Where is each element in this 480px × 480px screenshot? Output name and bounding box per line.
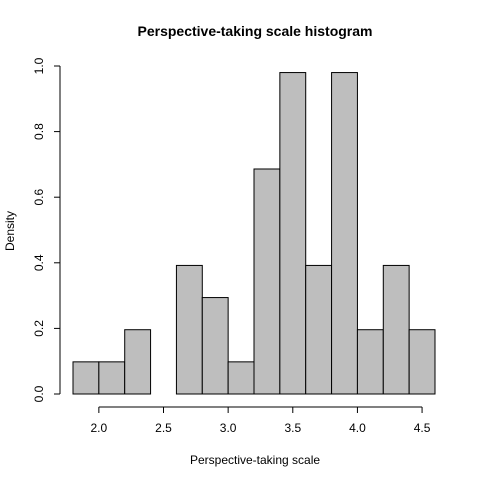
y-tick-label: 1.0 [32,57,46,74]
y-axis-label: Density [3,211,17,251]
y-axis: 0.0 0.2 0.4 0.6 0.8 1.0 [32,57,61,402]
histogram-bar-11 [356,329,384,395]
histogram-bar-0 [72,361,100,395]
x-tick-label: 4.0 [349,421,366,435]
histogram-bar-4 [175,264,203,395]
histogram-bar-1 [98,361,126,395]
x-tick-label: 3.0 [220,421,237,435]
x-axis: 2.0 2.5 3.0 3.5 4.0 4.5 [91,406,431,435]
y-tick-label: 0.4 [32,254,46,271]
histogram-bar-9 [305,264,333,395]
chart-title: Perspective-taking scale histogram [138,23,373,39]
y-tick-label: 0.8 [32,123,46,140]
histogram-bar-2 [124,329,152,395]
x-tick-label: 2.5 [155,421,172,435]
y-tick-label: 0.2 [32,320,46,337]
histogram-bar-10 [331,72,358,395]
x-tick-label: 3.5 [284,421,301,435]
x-tick-label: 2.0 [91,421,108,435]
histogram-bar-8 [279,72,307,395]
y-tick-label: 0.0 [32,385,46,402]
histogram-bar-6 [227,361,255,395]
histogram-bar-7 [253,168,281,395]
x-tick-label: 4.5 [414,421,431,435]
histogram-bar-12 [382,264,410,395]
x-axis-label: Perspective-taking scale [190,453,320,467]
y-tick-label: 0.6 [32,189,46,206]
bars-group [72,72,436,395]
histogram-bar-13 [408,329,436,395]
histogram-bar-5 [201,297,229,395]
